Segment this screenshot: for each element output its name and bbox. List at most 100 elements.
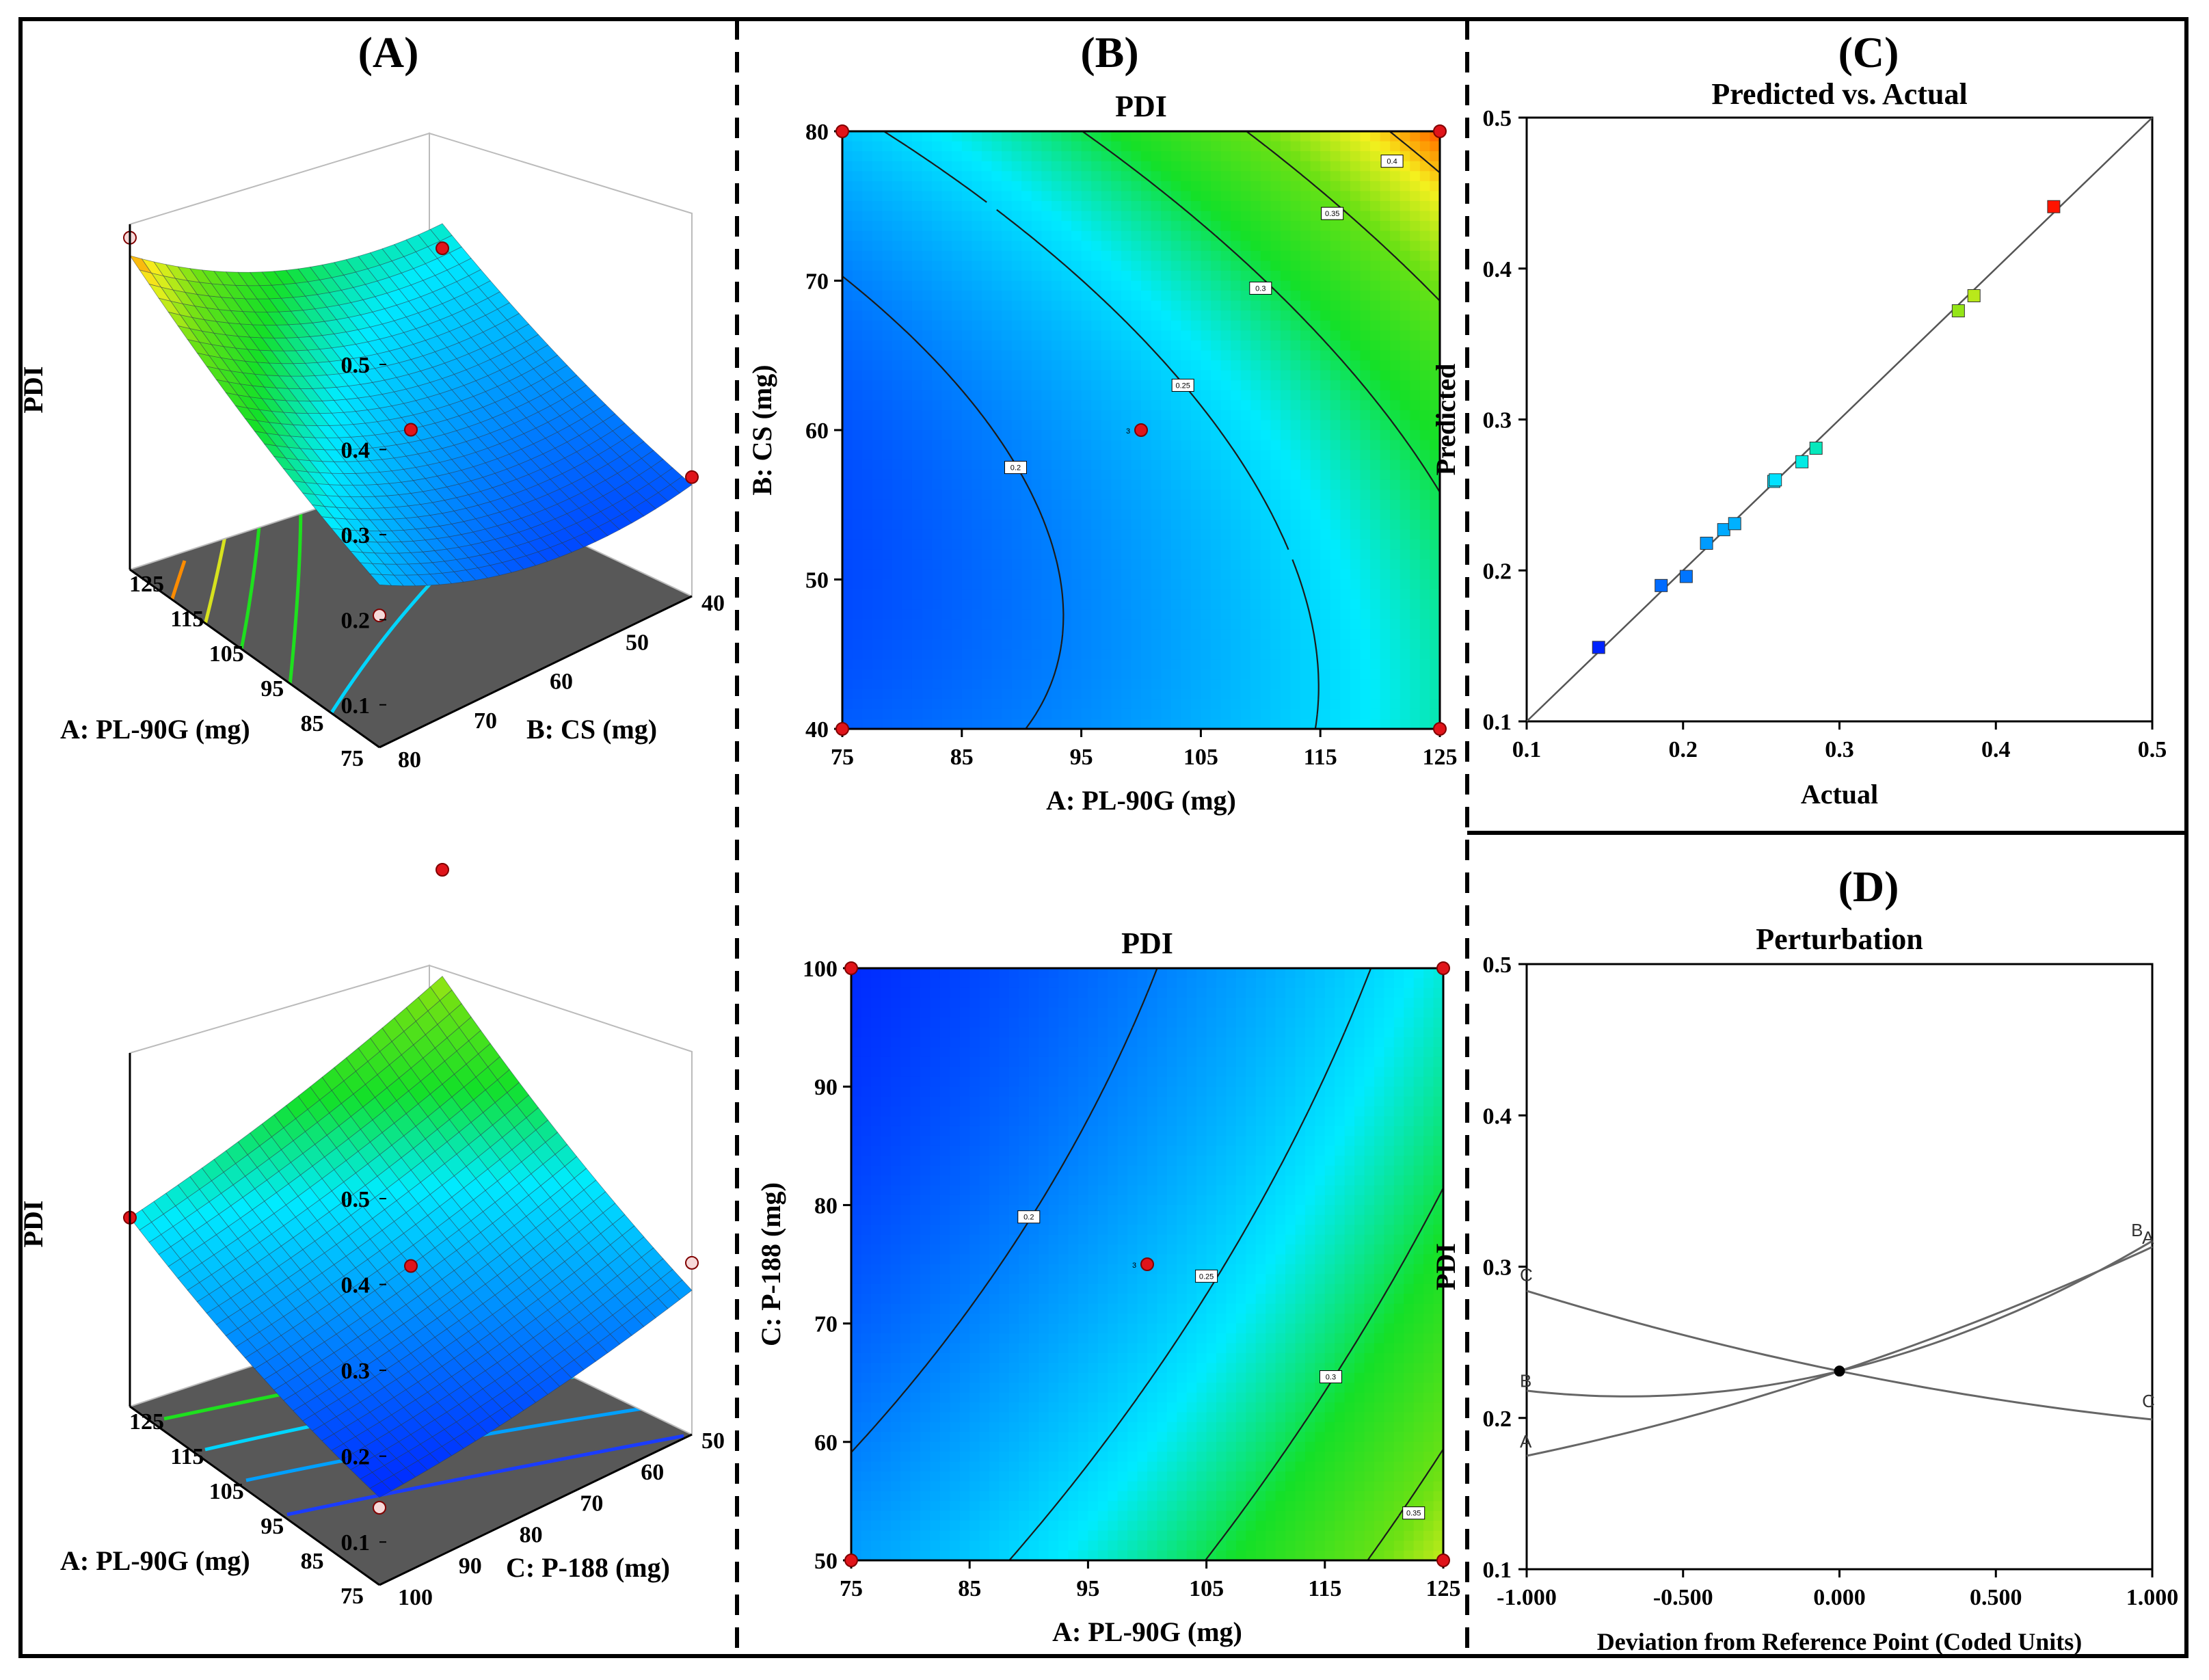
contour-cell <box>1410 659 1421 670</box>
contour-cell <box>1201 520 1211 531</box>
contour-cell <box>1250 141 1261 152</box>
contour-cell <box>1031 579 1043 590</box>
contour-cell <box>1121 539 1132 550</box>
contour-cell <box>1141 609 1152 620</box>
contour-cell <box>1380 380 1391 391</box>
contour-cell <box>1260 679 1272 690</box>
contour-cell <box>1210 340 1222 351</box>
contour-cell <box>1021 131 1032 142</box>
contour-cell <box>1071 261 1082 271</box>
design-point <box>373 1501 386 1515</box>
contour-cell <box>1410 669 1421 680</box>
contour-cell <box>852 360 863 371</box>
contour-cell <box>941 490 953 501</box>
contour-cell <box>1310 380 1321 391</box>
contour-cell <box>1330 639 1341 650</box>
contour-cell <box>872 589 883 600</box>
contour-cell <box>1071 200 1082 212</box>
contour-cell <box>1250 320 1261 332</box>
contour-cell <box>1161 499 1172 511</box>
contour-cell <box>1280 589 1291 600</box>
contour-cell <box>1210 300 1222 311</box>
contour-cell <box>1260 479 1272 491</box>
contour-cell <box>1250 191 1261 202</box>
contour-cell <box>1061 470 1072 481</box>
contour-cell <box>1170 509 1182 520</box>
contour-cell <box>1201 200 1211 212</box>
contour-cell <box>972 599 982 610</box>
contour-cell <box>1340 569 1351 581</box>
contour-cell <box>941 669 953 680</box>
contour-cell <box>1190 440 1202 451</box>
contour-cell <box>872 719 883 730</box>
contour-cell <box>922 719 933 730</box>
contour-cell <box>1041 490 1052 501</box>
contour-cell <box>972 559 982 570</box>
contour-cell <box>1141 360 1152 371</box>
contour-cell <box>872 330 883 341</box>
contour-cell <box>1071 450 1082 461</box>
contour-cell <box>1111 659 1122 670</box>
contour-cell <box>872 211 883 222</box>
contour-cell <box>932 440 943 451</box>
contour-cell <box>1370 529 1381 541</box>
contour-cell <box>872 131 883 142</box>
contour-cell <box>862 440 873 451</box>
contour-cell <box>1231 708 1242 720</box>
contour-cell <box>1061 459 1072 471</box>
contour-cell <box>1350 589 1361 600</box>
contour-cell <box>932 689 943 700</box>
contour-cell <box>1260 539 1272 550</box>
contour-cell <box>1071 529 1082 541</box>
contour-cell <box>1061 649 1072 660</box>
contour-cell <box>1081 669 1092 680</box>
contour-cell <box>1370 161 1381 172</box>
contour-cell <box>922 200 933 212</box>
contour-cell <box>1011 430 1022 441</box>
contour-cell <box>1400 310 1411 321</box>
contour-cell <box>1220 619 1231 630</box>
contour-cell <box>842 230 853 242</box>
contour-cell <box>1141 669 1152 680</box>
contour-cell <box>1170 420 1182 431</box>
contour-cell <box>862 708 873 720</box>
contour-cell <box>1419 589 1431 600</box>
contour-cell <box>952 241 963 252</box>
contour-cell <box>1350 639 1361 650</box>
contour-cell <box>932 450 943 461</box>
contour-cell <box>1021 420 1032 431</box>
contour-cell <box>1250 609 1261 620</box>
contour-cell <box>1320 450 1331 461</box>
contour-cell <box>922 470 933 481</box>
contour-cell <box>1290 450 1301 461</box>
contour-cell <box>1400 450 1411 461</box>
contour-cell <box>961 649 973 660</box>
contour-cell <box>1141 699 1152 710</box>
contour-cell <box>1300 211 1311 222</box>
design-point <box>685 1255 699 1270</box>
contour-cell <box>1161 380 1172 391</box>
contour-cell <box>1360 599 1371 610</box>
contour-cell <box>1220 699 1231 710</box>
contour-cell <box>1131 161 1142 172</box>
contour-cell <box>941 270 953 282</box>
contour-cell <box>1390 211 1401 222</box>
contour-cell <box>1051 589 1062 600</box>
contour-cell <box>1250 599 1261 610</box>
contour-cell <box>1151 579 1162 590</box>
contour-cell <box>882 291 893 302</box>
contour-cell <box>991 181 1002 192</box>
z-tick-label: 0.5 <box>341 353 371 378</box>
contour-cell <box>961 320 973 332</box>
contour-cell <box>1181 171 1192 182</box>
contour-cell <box>1390 569 1401 581</box>
contour-cell <box>1340 708 1351 720</box>
contour-cell <box>1210 499 1222 511</box>
contour-cell <box>1111 181 1122 192</box>
x-tick-label: 95 <box>260 1514 284 1539</box>
contour-cell <box>1121 221 1132 232</box>
contour-cell <box>1111 350 1122 361</box>
contour-cell <box>1240 380 1252 391</box>
contour-cell <box>1181 679 1192 690</box>
contour-cell <box>1091 270 1102 282</box>
